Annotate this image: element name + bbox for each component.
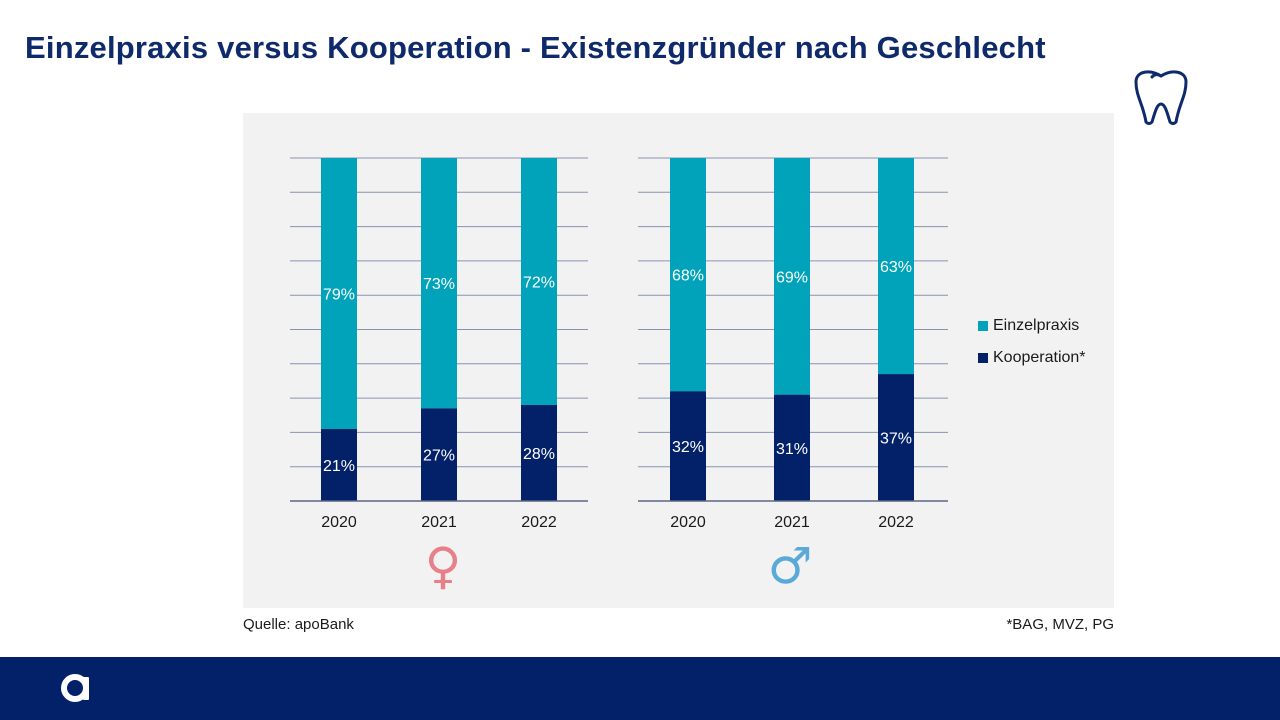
footnote: *BAG, MVZ, PG	[1006, 616, 1114, 633]
apobank-logo-icon	[61, 674, 89, 702]
bar-kooperation-2021	[774, 394, 810, 501]
x-tick-label: 2021	[774, 514, 810, 531]
bar-einzelpraxis-2022	[878, 158, 914, 375]
legend-swatch-einzelpraxis	[978, 320, 988, 331]
tooth-icon	[1134, 70, 1188, 125]
x-tick-label: 2022	[521, 514, 557, 531]
bar-einzelpraxis-2020	[670, 158, 706, 392]
footer-bar	[0, 657, 1280, 720]
legend-item-kooperation: Kooperation*	[978, 347, 1086, 368]
source-note: Quelle: apoBank	[243, 616, 354, 633]
legend: Einzelpraxis Kooperation*	[978, 315, 1086, 379]
data-label-kooperation: 32%	[672, 439, 704, 456]
data-label-kooperation: 27%	[423, 448, 455, 465]
page-title: Einzelpraxis versus Kooperation - Existe…	[25, 30, 1046, 65]
male-symbol-icon: ♂	[768, 537, 813, 595]
data-label-kooperation: 28%	[523, 446, 555, 463]
data-label-kooperation: 31%	[776, 441, 808, 458]
x-tick-label: 2020	[670, 514, 706, 531]
legend-label-einzelpraxis: Einzelpraxis	[993, 316, 1080, 334]
data-label-kooperation: 37%	[880, 431, 912, 448]
chart-panel: 79% 21% 2020 73% 27% 2021 72% 28% 2022 ♀ 68% 32% 202…	[243, 113, 1114, 608]
data-label-einzelpraxis: 63%	[880, 259, 912, 276]
bar-kooperation-2021	[421, 408, 457, 501]
data-label-kooperation: 21%	[323, 458, 355, 475]
data-label-einzelpraxis: 73%	[423, 276, 455, 293]
bar-kooperation-2022	[878, 374, 914, 501]
bar-einzelpraxis-2021	[774, 158, 810, 395]
bar-einzelpraxis-2021	[421, 158, 457, 409]
data-label-einzelpraxis: 79%	[323, 286, 355, 303]
data-label-einzelpraxis: 72%	[523, 274, 555, 291]
bar-einzelpraxis-2020	[321, 158, 357, 429]
bar-einzelpraxis-2022	[521, 158, 557, 405]
legend-item-einzelpraxis: Einzelpraxis	[978, 315, 1086, 336]
bar-kooperation-2022	[521, 404, 557, 501]
female-symbol-icon: ♀	[425, 537, 462, 595]
bar-kooperation-2020	[321, 428, 357, 501]
bar-kooperation-2020	[670, 391, 706, 501]
legend-label-kooperation: Kooperation*	[993, 348, 1086, 366]
chart: 79% 21% 2020 73% 27% 2021 72% 28% 2022 ♀ 68% 32% 202…	[290, 157, 948, 595]
x-tick-label: 2021	[421, 514, 457, 531]
x-tick-label: 2020	[321, 514, 357, 531]
legend-swatch-kooperation	[978, 352, 988, 363]
x-tick-label: 2022	[878, 514, 914, 531]
data-label-einzelpraxis: 69%	[776, 269, 808, 286]
data-label-einzelpraxis: 68%	[672, 268, 704, 285]
